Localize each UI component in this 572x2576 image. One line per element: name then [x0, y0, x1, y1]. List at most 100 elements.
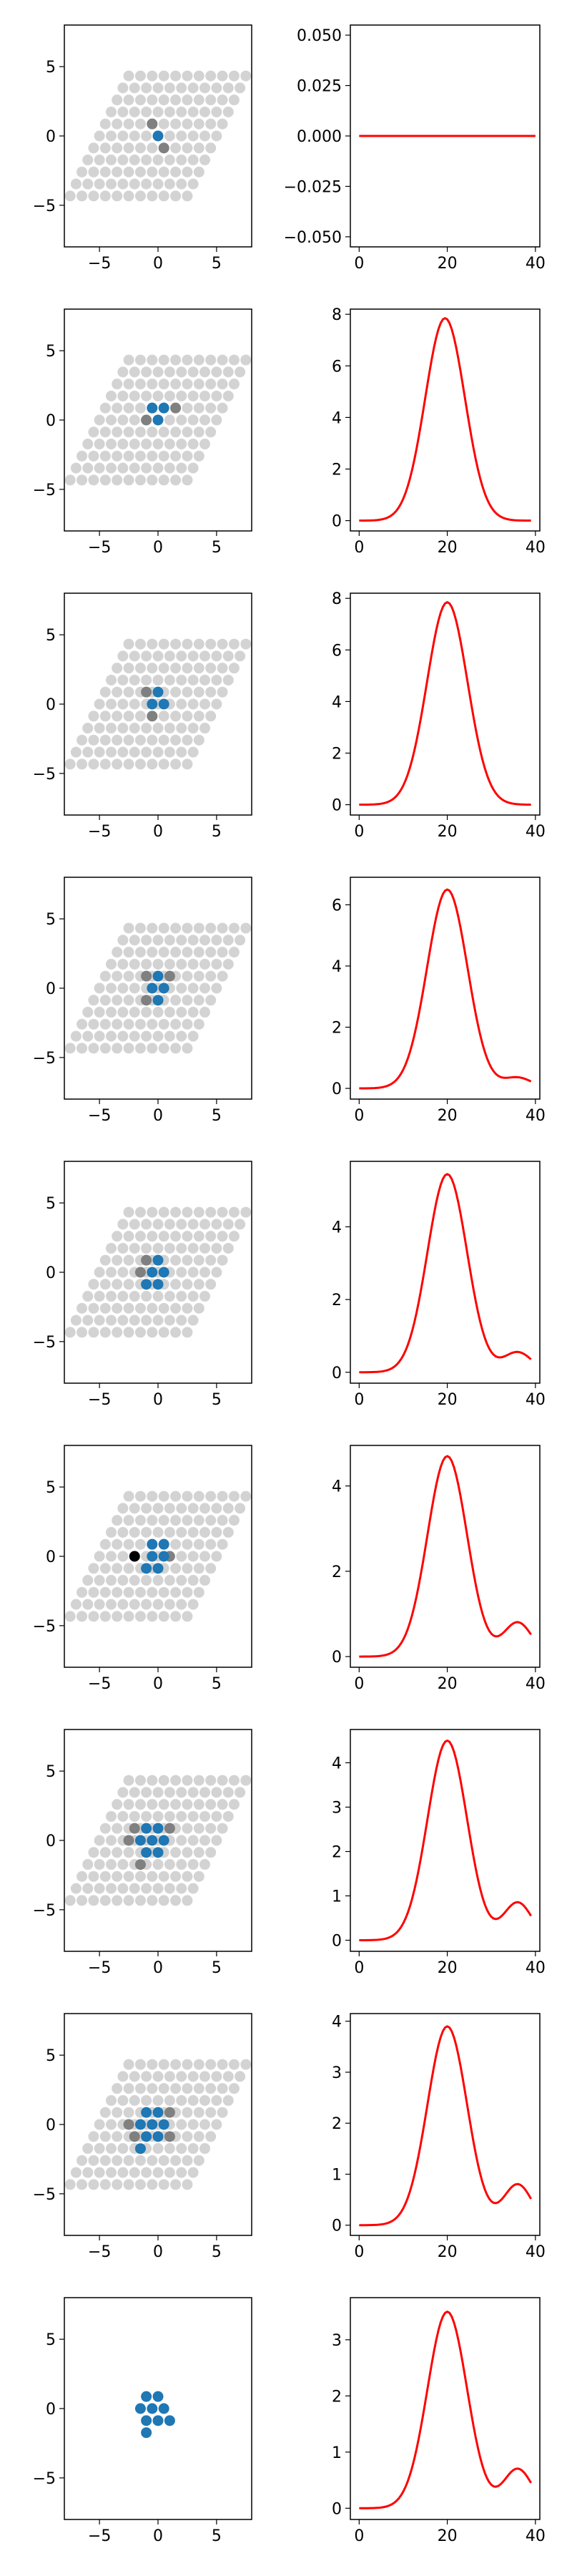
- cluster-site: [141, 1823, 152, 1834]
- lattice-site: [147, 1870, 158, 1882]
- lattice-points: [64, 1775, 252, 1906]
- cluster-site: [152, 414, 164, 426]
- lattice-site: [199, 650, 210, 662]
- lattice-site: [182, 1823, 193, 1834]
- lattice-panel-9: −5 0 5 −5 0 5: [33, 2297, 252, 2545]
- lattice-site: [217, 70, 228, 82]
- lattice-site: [99, 1043, 111, 1054]
- lattice-site: [187, 1575, 199, 1586]
- lattice-site: [147, 1895, 158, 1906]
- lattice-site: [134, 94, 146, 106]
- x-tick-label: 0: [354, 1391, 364, 1409]
- lattice-site: [94, 462, 105, 474]
- y-tick-label: 0: [46, 2117, 56, 2135]
- lattice-site: [134, 1611, 146, 1622]
- lattice-site: [129, 1599, 140, 1610]
- lattice-site: [187, 1859, 199, 1870]
- lattice-site: [176, 1810, 187, 1822]
- lattice-site: [134, 1895, 146, 1906]
- x-tick-label: 0: [354, 255, 364, 273]
- cluster-site: [152, 1823, 164, 1834]
- lattice-site: [187, 1314, 199, 1326]
- lattice-site: [205, 1538, 217, 1550]
- lattice-site: [141, 2071, 152, 2082]
- lattice-site: [228, 1799, 240, 1810]
- lattice-site: [112, 118, 123, 130]
- lattice-site: [176, 462, 187, 474]
- lattice-site: [70, 1883, 82, 1894]
- lattice-site: [152, 650, 164, 662]
- lattice-site: [94, 1835, 105, 1846]
- lattice-site: [112, 970, 123, 982]
- lattice-site: [187, 1551, 199, 1562]
- cluster-site: [152, 2391, 164, 2402]
- lattice-site: [217, 1491, 228, 1502]
- lattice-site: [88, 474, 99, 486]
- lattice-site: [152, 723, 164, 734]
- lattice-site: [182, 1515, 193, 1526]
- lattice-site: [134, 1586, 146, 1598]
- lattice-site: [117, 390, 129, 401]
- lattice-site: [123, 970, 134, 982]
- cluster-site: [134, 1835, 146, 1846]
- lattice-site: [123, 1538, 134, 1550]
- lattice-site: [99, 711, 111, 722]
- lattice-site: [217, 947, 228, 958]
- lattice-site: [193, 1538, 204, 1550]
- lattice-site: [205, 1254, 217, 1266]
- lattice-site: [123, 1870, 134, 1882]
- lattice-site: [77, 1895, 88, 1906]
- lattice-site: [164, 106, 175, 117]
- lattice-site: [147, 94, 158, 106]
- lattice-site: [205, 711, 217, 722]
- lattice-site: [187, 414, 199, 426]
- lattice-site: [164, 390, 175, 401]
- lattice-site: [123, 1847, 134, 1858]
- y-tick-label: −5: [33, 1902, 56, 1920]
- lattice-points: [134, 2391, 175, 2439]
- cluster-site: [141, 2131, 152, 2142]
- lattice-site: [199, 1007, 210, 1018]
- lattice-site: [211, 650, 222, 662]
- y-tick-label: −5: [33, 197, 56, 215]
- lattice-site: [64, 2179, 76, 2190]
- lattice-site: [176, 82, 187, 94]
- lattice-site: [170, 1895, 182, 1906]
- lattice-site: [88, 995, 99, 1006]
- lattice-site: [112, 1611, 123, 1622]
- curve-panel-2: 0 20 40 0 2 4 6 8: [332, 306, 546, 557]
- neighbor-site: [147, 118, 158, 130]
- lattice-site: [205, 2107, 217, 2118]
- lattice-site: [170, 1847, 182, 1858]
- lattice-site: [147, 1799, 158, 1810]
- lattice-site: [141, 935, 152, 946]
- lattice-site: [123, 142, 134, 154]
- x-tick-label: 0: [153, 539, 163, 557]
- lattice-site: [211, 1503, 222, 1514]
- lattice-site: [170, 1538, 182, 1550]
- lattice-site: [106, 178, 117, 190]
- lattice-site: [235, 935, 246, 946]
- lattice-site: [88, 758, 99, 770]
- lattice-site: [82, 1883, 94, 1894]
- lattice-site: [164, 958, 175, 970]
- lattice-site: [193, 1302, 204, 1314]
- lattice-site: [112, 2131, 123, 2142]
- lattice-site: [147, 1206, 158, 1218]
- lattice-site: [88, 1279, 99, 1290]
- lattice-site: [193, 970, 204, 982]
- lattice-site: [152, 178, 164, 190]
- lattice-site: [211, 414, 222, 426]
- lattice-site: [228, 94, 240, 106]
- y-tick-label: 8: [332, 306, 342, 324]
- x-tick-label: 20: [438, 539, 458, 557]
- lattice-site: [88, 2179, 99, 2190]
- lattice-site: [152, 674, 164, 686]
- lattice-site: [129, 1030, 140, 1042]
- lattice-site: [187, 1007, 199, 1018]
- lattice-site: [193, 1847, 204, 1858]
- lattice-site: [193, 1279, 204, 1290]
- lattice-site: [117, 414, 129, 426]
- lattice-site: [152, 1859, 164, 1870]
- lattice-site: [182, 1847, 193, 1858]
